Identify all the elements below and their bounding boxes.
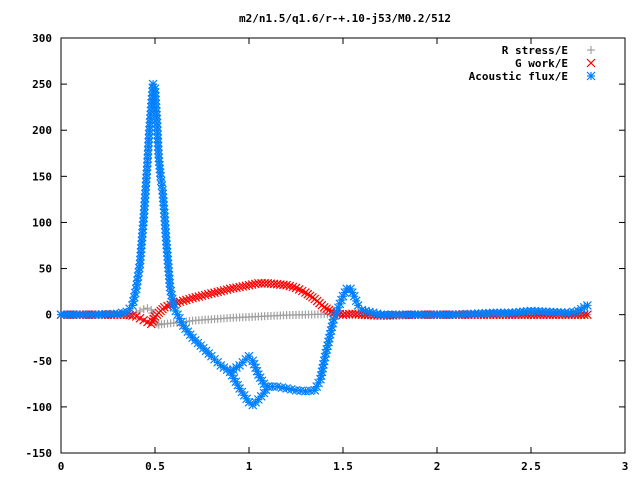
data-area [56, 79, 592, 410]
y-tick-label: 200 [32, 124, 52, 137]
y-tick-label: 150 [32, 170, 52, 183]
data-point [338, 291, 348, 301]
data-point [144, 133, 154, 143]
data-point [178, 296, 188, 306]
legend-label: R stress/E [502, 44, 568, 57]
y-tick-label: 100 [32, 216, 52, 229]
y-tick-label: 0 [45, 309, 52, 322]
legend-marker [587, 46, 595, 54]
data-point [135, 306, 144, 315]
series-2 [56, 79, 592, 396]
legend-label: G work/E [515, 57, 568, 70]
legend-marker [586, 71, 596, 81]
data-point [159, 302, 169, 312]
data-point [344, 309, 354, 319]
series-3 [225, 367, 273, 410]
y-tick-label: -50 [32, 355, 52, 368]
data-point [319, 302, 329, 312]
data-point [148, 317, 157, 326]
data-point [139, 305, 148, 314]
data-point [181, 295, 191, 305]
legend-marker [586, 58, 596, 68]
data-point [244, 351, 254, 361]
data-point [324, 305, 334, 315]
data-point [117, 308, 127, 318]
y-tick-label: 250 [32, 78, 52, 91]
y-tick-label: 300 [32, 32, 52, 45]
data-point [146, 319, 156, 329]
data-point [282, 280, 292, 290]
x-tick-label: 2.5 [521, 460, 541, 473]
data-point [143, 150, 153, 159]
x-tick-label: 1.5 [333, 460, 353, 473]
data-point [353, 301, 363, 310]
x-tick-label: 2 [434, 460, 441, 473]
x-tick-label: 0.5 [145, 460, 165, 473]
data-point [143, 304, 152, 313]
data-point [288, 282, 298, 292]
data-point [285, 281, 295, 291]
x-tick-label: 1 [246, 460, 253, 473]
data-point [582, 301, 592, 310]
data-point [263, 382, 273, 392]
y-tick-label: 50 [39, 263, 52, 276]
data-point [149, 314, 159, 324]
y-tick-label: -150 [26, 447, 53, 460]
axes: 300 250 200 150 100 50 0 -50 -100 -150 0 0.5 1 1.5 2 2.… [26, 32, 629, 473]
data-point [143, 158, 152, 167]
data-point [132, 308, 141, 317]
y-tick-label: -100 [26, 401, 53, 414]
x-tick-label: 3 [622, 460, 629, 473]
plot-frame [60, 37, 626, 454]
x-tick-label: 0 [58, 460, 65, 473]
data-point [253, 278, 263, 288]
data-point [322, 304, 331, 314]
chart-title: m2/n1.5/q1.6/r-+.10-j53/M0.2/512 [239, 12, 451, 25]
legend-label: Acoustic flux/E [469, 70, 568, 83]
data-point [257, 278, 266, 288]
